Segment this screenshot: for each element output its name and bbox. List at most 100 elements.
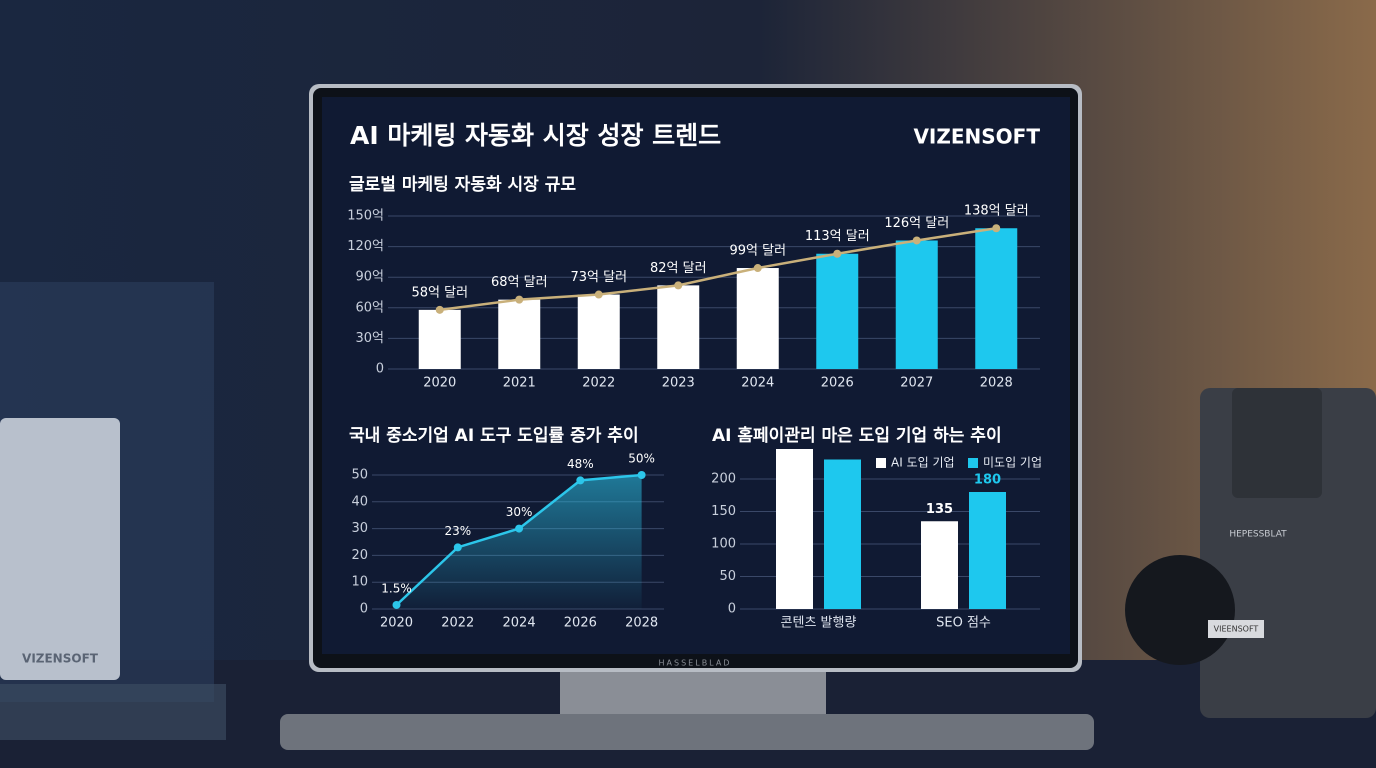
trend-line: [439, 227, 997, 312]
legend-swatch: [968, 458, 978, 468]
y-tick-label: 50: [351, 468, 368, 483]
value-label: 126억 달러: [884, 216, 949, 231]
trend-point: [833, 249, 842, 258]
trend-point: [594, 290, 603, 299]
bar: [975, 228, 1018, 369]
trend-point: [992, 224, 1001, 233]
y-tick-label: 50: [719, 569, 736, 584]
point: [515, 524, 524, 533]
point: [576, 476, 585, 485]
x-tick-label: 2020: [380, 616, 413, 631]
bar: [895, 240, 938, 369]
value-label: 23%: [444, 524, 471, 538]
y-tick-label: 150억: [347, 209, 384, 224]
y-tick-label: 30: [351, 521, 368, 536]
bar: [736, 268, 779, 369]
y-tick-label: 150: [711, 504, 736, 519]
bar: [776, 449, 813, 609]
point: [637, 471, 646, 479]
chart-title: AI 홈페이관리 마은 도입 기업 하는 추이: [712, 425, 1002, 446]
monitor-brand: HASSELBLAD: [659, 659, 732, 668]
glass-base: [0, 684, 226, 740]
value-label: 68억 달러: [491, 275, 548, 290]
plot: [418, 224, 1018, 369]
value-label: 135: [926, 502, 953, 517]
camera-brand: HEPESSBLAT: [1229, 530, 1287, 540]
x-tick-label: 2022: [441, 616, 474, 631]
trend-point: [674, 281, 683, 290]
value-label: 48%: [567, 457, 594, 471]
legend-label: 미도입 기업: [983, 456, 1042, 470]
value-label: 50%: [628, 452, 655, 466]
value-label: 113억 달러: [805, 229, 870, 244]
value-label: 82억 달러: [650, 261, 707, 276]
point: [392, 600, 401, 609]
monitor-neck: [560, 668, 826, 714]
area: [396, 475, 642, 609]
y-tick-label: 90억: [355, 270, 384, 285]
bar: [921, 521, 958, 609]
x-tick-label: 2027: [900, 376, 933, 391]
camera-lens: [1125, 555, 1235, 665]
x-tick-label: 2024: [741, 376, 774, 391]
x-tick-label: 2026: [821, 376, 854, 391]
plot: [776, 449, 1006, 609]
y-tick-label: 10: [351, 575, 368, 590]
point: [453, 543, 462, 552]
camera-label: VIEENSOFT: [1214, 625, 1259, 634]
value-label: 838: [781, 460, 808, 475]
value-label: 1.5%: [381, 581, 412, 595]
x-tick-label: 2028: [980, 376, 1013, 391]
plot: [392, 471, 646, 609]
y-tick-label: 120억: [347, 239, 384, 254]
camera-plate: [1208, 620, 1264, 638]
bar: [498, 299, 541, 369]
y-tick-label: 100: [711, 537, 736, 552]
camera-finder: [1232, 388, 1322, 498]
y-tick-label: 20: [351, 548, 368, 563]
trend-point: [753, 264, 762, 273]
x-tick-label: SEO 점수: [936, 616, 991, 631]
page-title: AI 마케팅 자동화 시장 성장 트렌드: [350, 121, 721, 150]
x-tick-label: 2024: [503, 616, 536, 631]
legend-swatch: [876, 458, 886, 468]
bar: [418, 309, 461, 369]
left-box: [0, 418, 120, 680]
value-label: 138억 달러: [964, 204, 1029, 219]
x-tick-label: 콘텐츠 발행량: [781, 615, 857, 631]
x-tick-label: 2021: [503, 376, 536, 391]
monitor-base: [280, 714, 1094, 750]
trend-point: [435, 305, 444, 314]
value-label: 30%: [506, 505, 533, 519]
value-label: 58억 달러: [411, 285, 468, 300]
y-tick-label: 0: [376, 362, 384, 377]
trend-point: [912, 236, 921, 245]
y-tick-label: 0: [360, 602, 368, 617]
x-tick-label: 2022: [582, 376, 615, 391]
trend-point: [515, 295, 524, 304]
value-label: 73억 달러: [570, 270, 627, 285]
y-tick-label: 0: [728, 602, 736, 617]
brand: VIZENSOFT: [913, 125, 1040, 149]
value-label: 180: [974, 473, 1001, 488]
y-tick-label: 200: [711, 472, 736, 487]
y-tick-label: 40: [351, 494, 368, 509]
bar: [816, 253, 859, 369]
x-tick-label: 2026: [564, 616, 597, 631]
left-box-label: VIZENSOFT: [22, 652, 99, 666]
bar: [657, 285, 700, 369]
bar: [824, 459, 861, 609]
y-tick-label: 30억: [355, 331, 384, 346]
value-label: 99억 달러: [729, 244, 786, 259]
y-tick-label: 60억: [355, 300, 384, 315]
x-tick-label: 2023: [662, 376, 695, 391]
x-tick-label: 2028: [625, 616, 658, 631]
chart-title: 국내 중소기업 AI 도구 도입률 증가 추이: [349, 426, 639, 446]
chart-title: 글로벌 마케팅 자동화 시장 규모: [349, 175, 576, 195]
bar: [577, 294, 620, 369]
x-tick-label: 2020: [423, 376, 456, 391]
bar: [969, 492, 1006, 609]
value-label: 230: [829, 460, 856, 475]
legend-label: AI 도입 기업: [891, 456, 955, 470]
